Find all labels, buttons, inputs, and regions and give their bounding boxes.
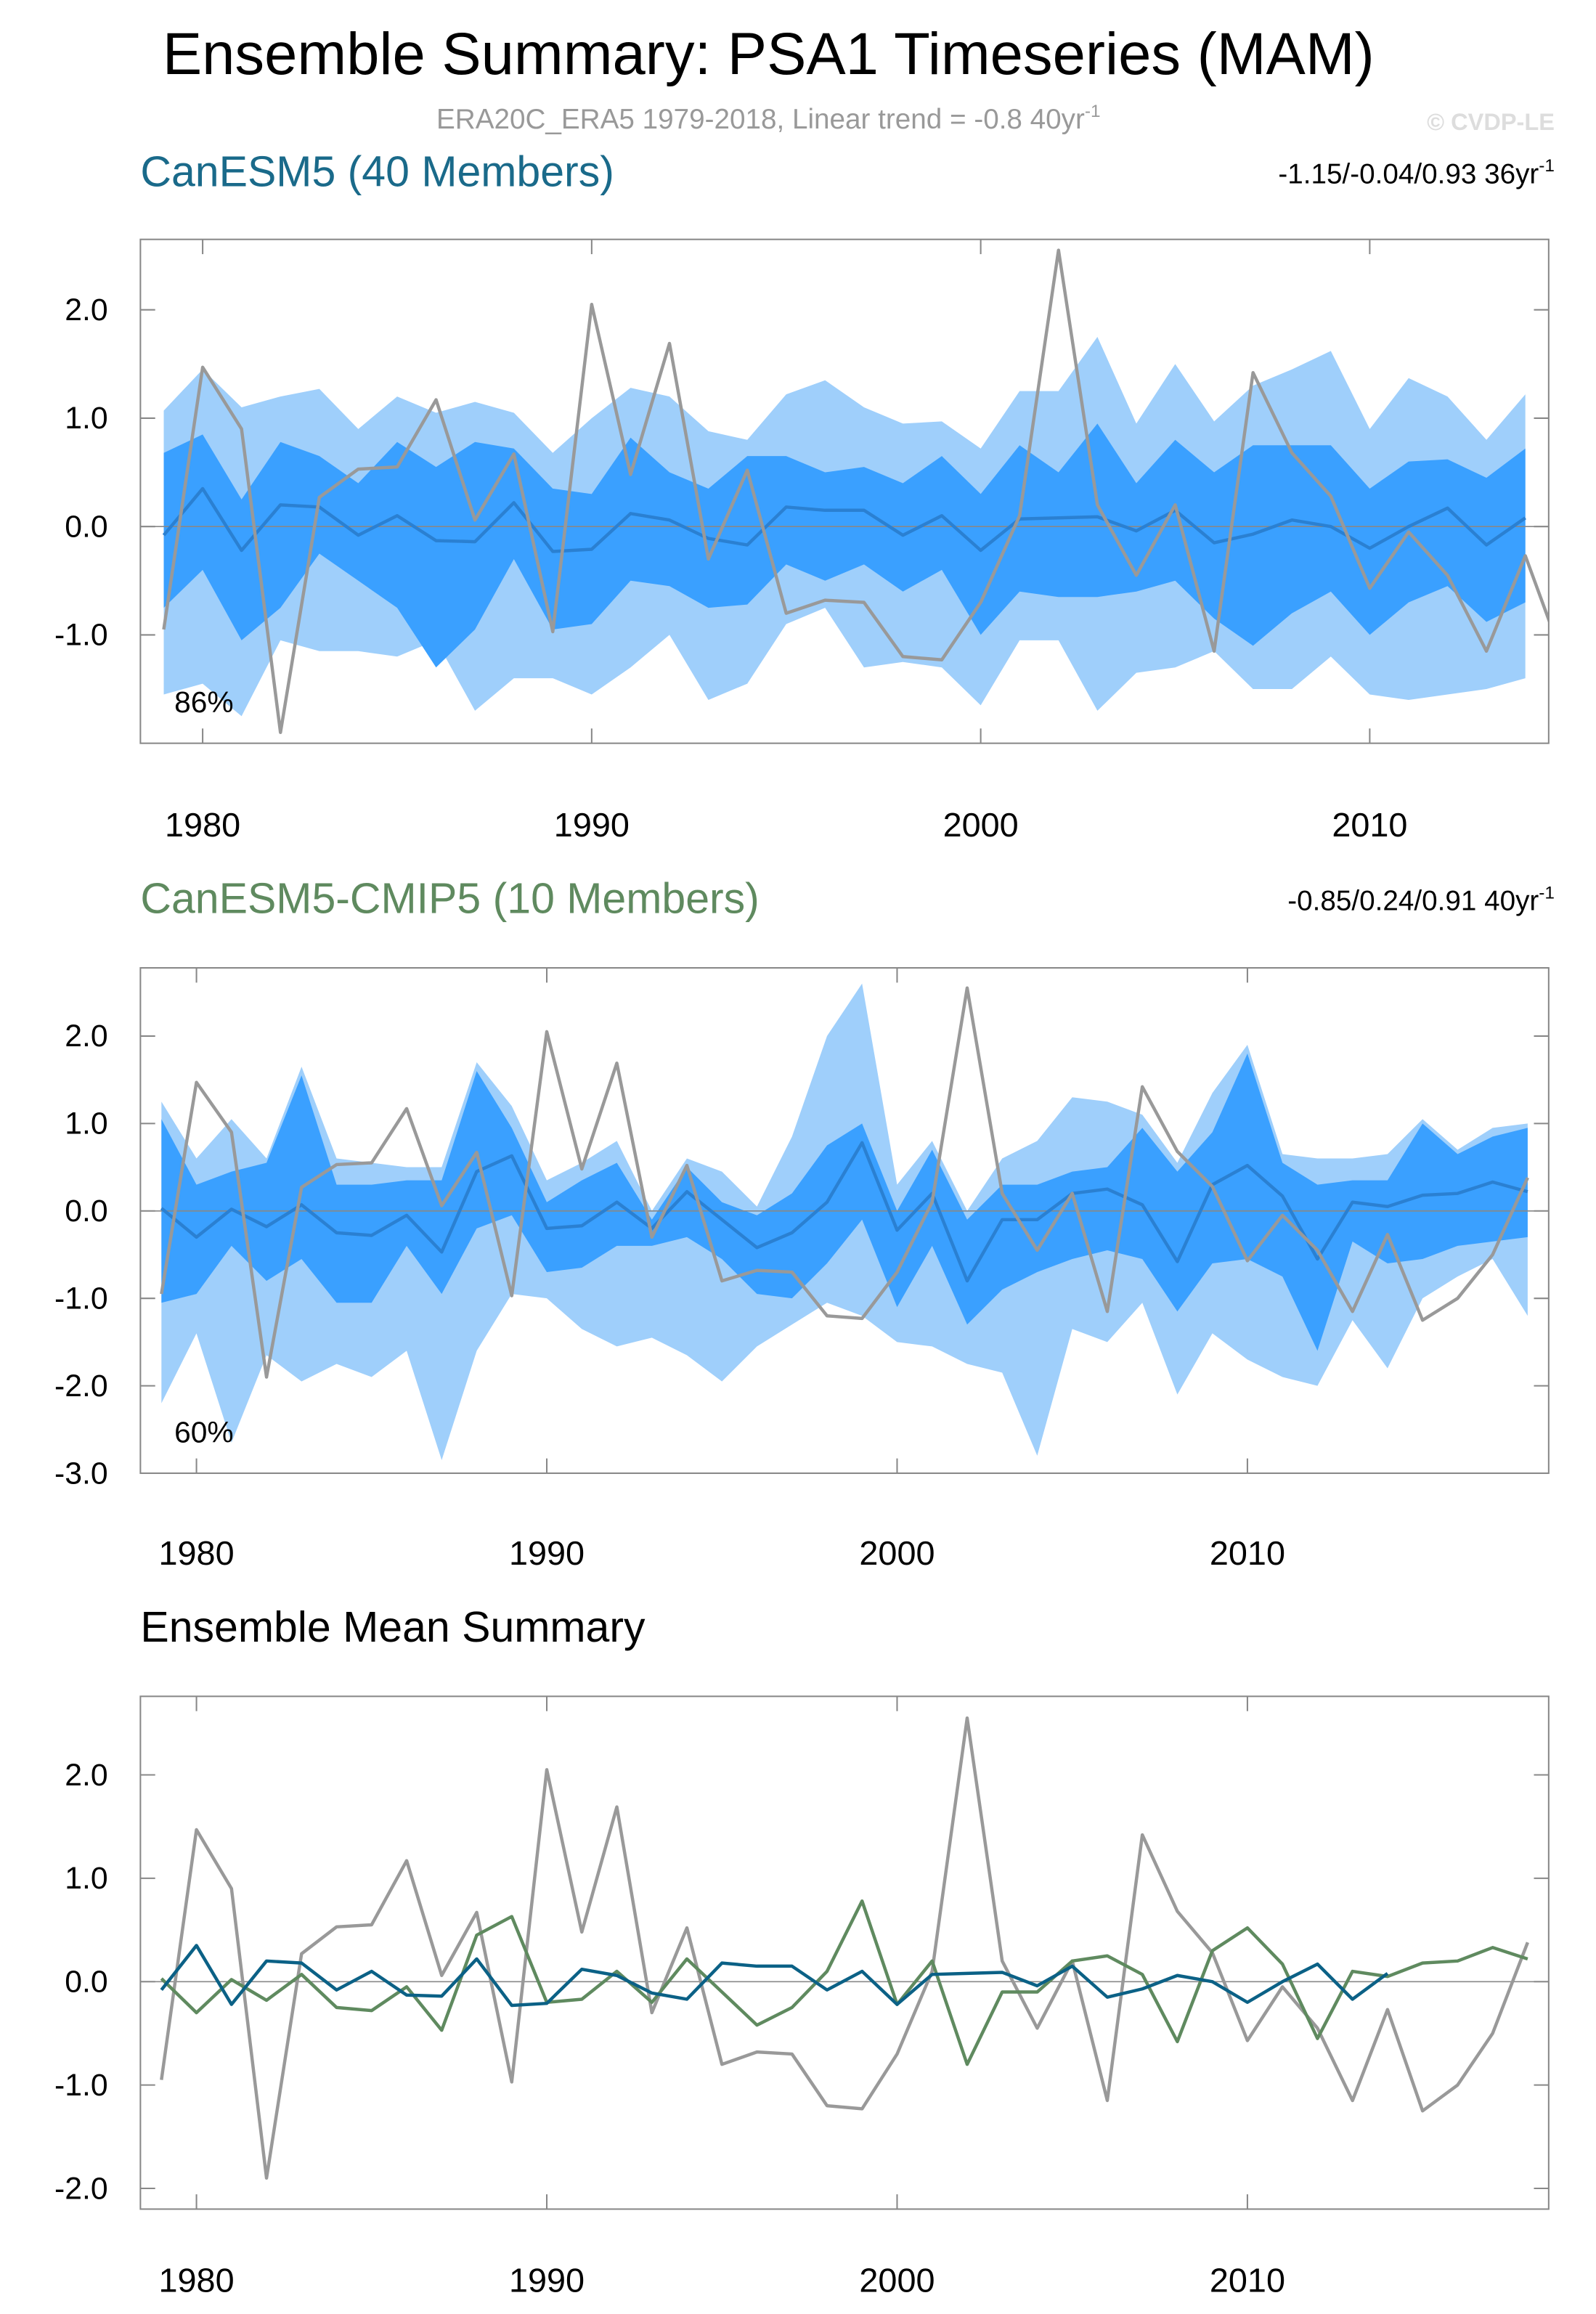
x-tick-label: 1990 xyxy=(509,1534,585,1572)
x-tick-label: 2000 xyxy=(859,1534,935,1572)
y-tick-label: -1.0 xyxy=(54,2068,108,2103)
series-line xyxy=(160,1141,1528,1283)
y-tick-label: 0.0 xyxy=(65,509,107,544)
y-tick-label: -2.0 xyxy=(54,2171,108,2206)
panel: -2.0 -1.0 0.0 1.0 2.0 1980 1990 2000 2010 Ensembl… xyxy=(54,1603,1550,2299)
y-tick-label: -3.0 xyxy=(54,1456,108,1491)
x-tick-label: 1980 xyxy=(159,2261,235,2299)
subtitle-text: ERA20C_ERA5 1979-2018, Linear trend = -0… xyxy=(436,104,1085,135)
y-tick-label: 1.0 xyxy=(65,1107,107,1141)
annotation: 60% xyxy=(174,1415,233,1449)
panel: -3.0 -2.0 -1.0 0.0 1.0 2.0 1980 1990 2000 2010 Can… xyxy=(54,875,1555,1572)
plot-area xyxy=(140,248,1549,734)
figure-title: Ensemble Summary: PSA1 Timeseries (MAM) xyxy=(163,21,1375,87)
series-line xyxy=(160,1716,1529,2180)
stats-superscript: -1 xyxy=(1539,156,1555,176)
figure-subtitle: ERA20C_ERA5 1979-2018, Linear trend = -0… xyxy=(436,102,1101,135)
plot-frame xyxy=(139,238,1550,744)
x-tick-label: 1990 xyxy=(554,806,630,844)
series-line xyxy=(162,248,1549,734)
y-tick-label: 0.0 xyxy=(65,1194,107,1229)
plot-frame xyxy=(139,1695,1550,2210)
y-tick-label: -1.0 xyxy=(54,618,108,653)
stats-text: -1.15/-0.04/0.93 36yr xyxy=(1278,158,1539,190)
x-tick-label: 2010 xyxy=(1210,1534,1285,1572)
panel-title: Ensemble Mean Summary xyxy=(140,1603,646,1651)
x-tick-label: 1990 xyxy=(509,2261,585,2299)
y-tick-label: 1.0 xyxy=(65,1861,107,1896)
subtitle-superscript: -1 xyxy=(1085,102,1101,121)
panel-title: CanESM5 (40 Members) xyxy=(140,147,614,195)
x-tick-label: 1980 xyxy=(159,1534,235,1572)
stats-superscript: -1 xyxy=(1539,883,1555,903)
y-tick-label: -2.0 xyxy=(54,1369,108,1404)
series-line xyxy=(160,1899,1528,2066)
x-tick-label: 2010 xyxy=(1332,806,1407,844)
y-tick-label: 2.0 xyxy=(65,1758,107,1793)
y-tick-label: 0.0 xyxy=(65,1965,107,2000)
x-tick-label: 2000 xyxy=(943,806,1019,844)
panel-stats: -0.85/0.24/0.91 40yr-1 xyxy=(1287,883,1555,916)
x-tick-label: 2000 xyxy=(859,2261,935,2299)
y-tick-label: -1.0 xyxy=(54,1281,108,1316)
x-tick-label: 1980 xyxy=(165,806,240,844)
spread-band xyxy=(161,1054,1528,1351)
series-line xyxy=(160,1944,1389,2008)
panel-title: CanESM5-CMIP5 (10 Members) xyxy=(140,875,759,923)
y-tick-label: 2.0 xyxy=(65,1019,107,1054)
plot-area xyxy=(140,1716,1549,2180)
x-tick-label: 2010 xyxy=(1210,2261,1285,2299)
y-tick-label: 2.0 xyxy=(65,293,107,327)
credit: © CVDP-LE xyxy=(1427,109,1555,135)
panel: -1.0 0.0 1.0 2.0 1980 1990 2000 2010 CanESM5 (40… xyxy=(54,147,1555,844)
spread-band xyxy=(163,423,1526,668)
plot-area xyxy=(140,983,1549,1460)
stats-text: -0.85/0.24/0.91 40yr xyxy=(1287,886,1539,917)
series-line xyxy=(160,986,1529,1379)
annotation: 86% xyxy=(174,685,233,719)
y-tick-label: 1.0 xyxy=(65,401,107,436)
series-line xyxy=(162,486,1526,553)
plot-frame xyxy=(139,966,1550,1475)
panel-stats: -1.15/-0.04/0.93 36yr-1 xyxy=(1278,156,1555,190)
